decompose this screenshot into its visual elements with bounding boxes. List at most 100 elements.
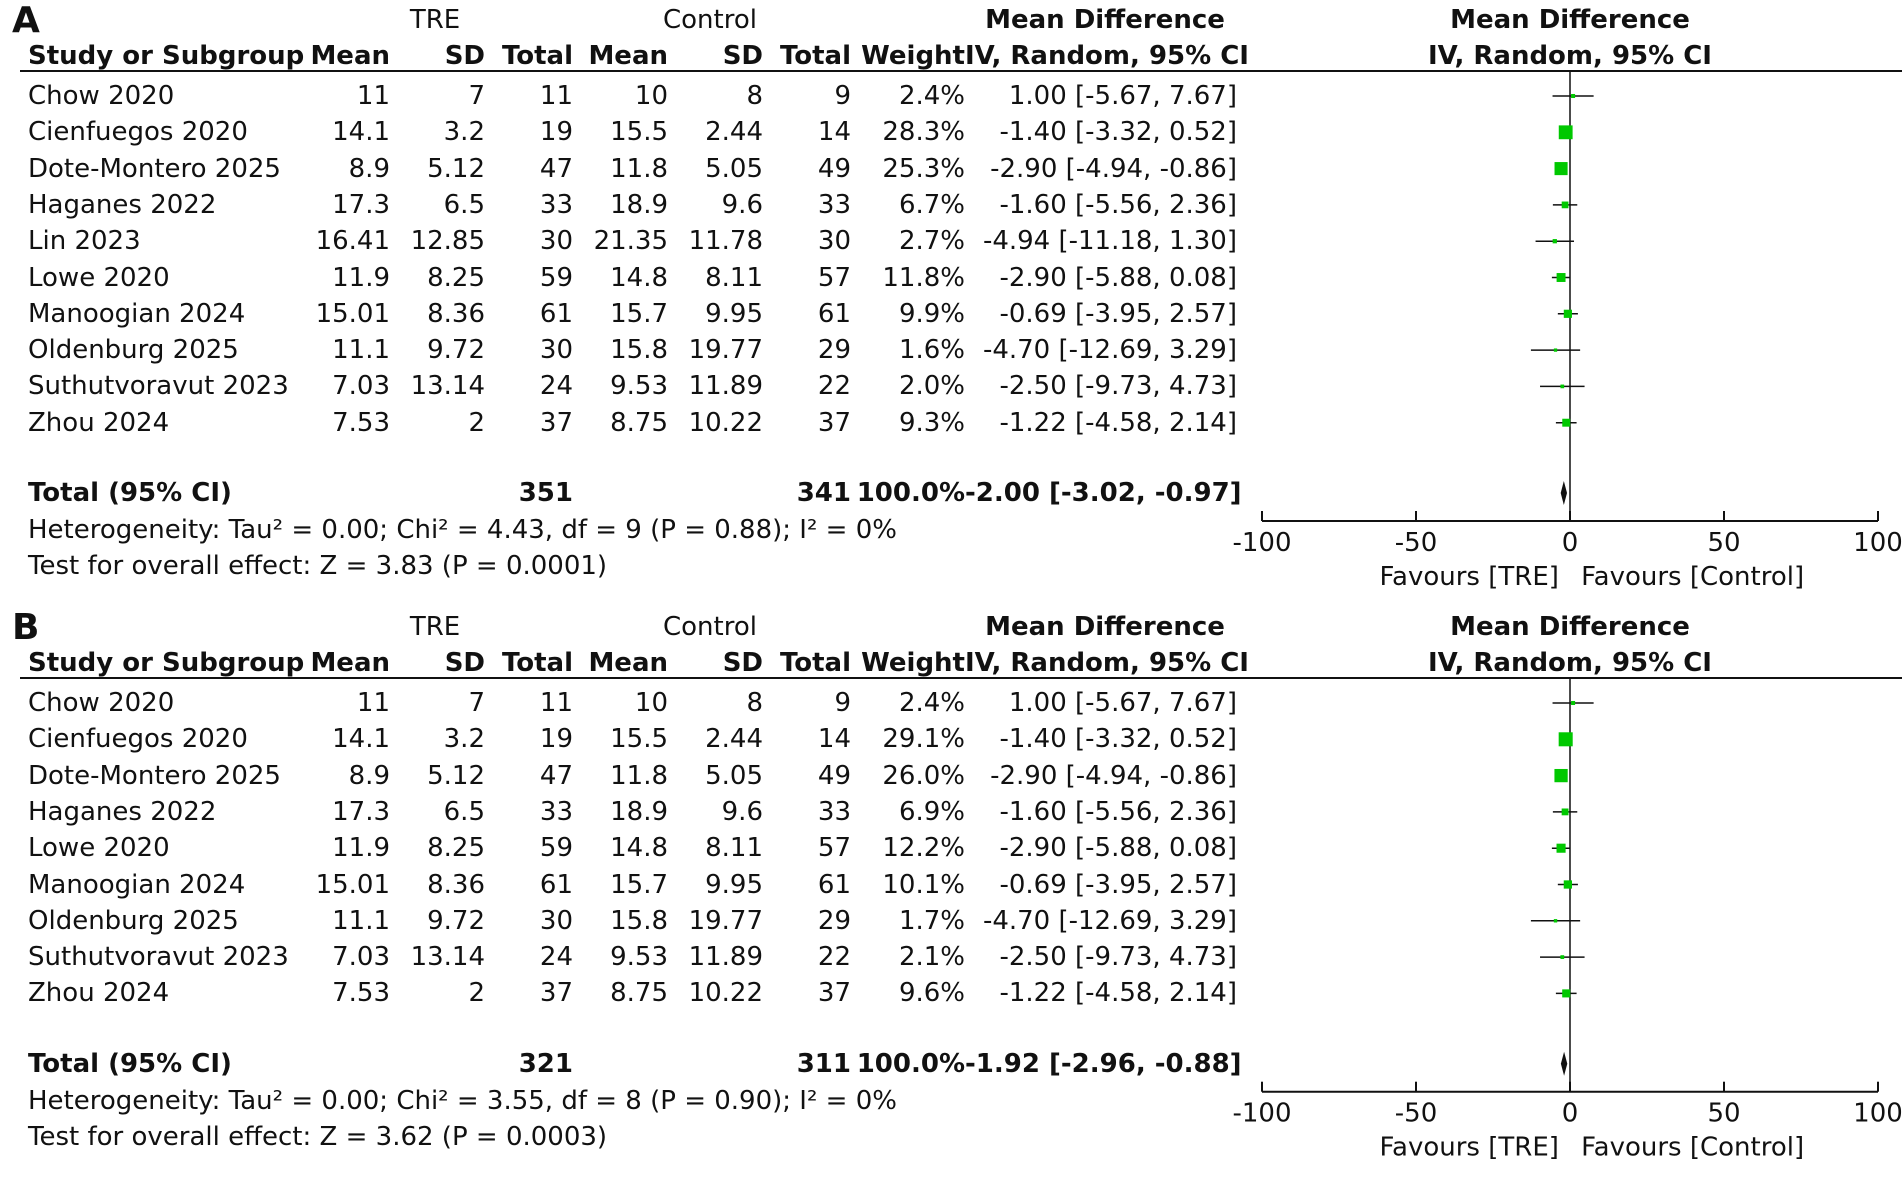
study-name: Lowe 2020 — [28, 833, 170, 864]
cell-weight: 10.1% — [882, 869, 965, 900]
cell-tre-mean: 8.9 — [348, 153, 390, 184]
header-tre-total: Total — [501, 41, 573, 71]
header-tre-sd: SD — [444, 41, 485, 71]
cell-tre-total: 33 — [539, 189, 573, 220]
cell-md-text: -1.22 [-4.58, 2.14] — [999, 978, 1237, 1009]
header-divider — [20, 70, 1902, 72]
cell-tre-total: 19 — [539, 724, 573, 755]
header-tre-mean: Mean — [310, 648, 390, 678]
cell-weight: 9.3% — [898, 407, 965, 438]
cell-ctrl-mean: 15.8 — [610, 335, 668, 366]
cell-weight: 29.1% — [882, 724, 965, 755]
cell-ctrl-sd: 11.89 — [688, 942, 763, 973]
favours-control-label: Favours [Control] — [1581, 1133, 1804, 1163]
cell-ctrl-mean: 9.53 — [610, 371, 668, 402]
panel-label: B — [12, 607, 40, 648]
header-ctrl-sd: SD — [722, 41, 763, 71]
cell-tre-mean: 11 — [356, 688, 390, 718]
cell-weight: 2.7% — [898, 226, 965, 257]
header-ctrl-total: Total — [779, 41, 851, 71]
header-mean-difference: Mean Difference — [985, 612, 1225, 642]
effect-marker — [1560, 955, 1565, 959]
header-group-control: Control — [663, 5, 757, 35]
cell-weight: 2.4% — [898, 81, 965, 111]
header-divider — [20, 677, 1902, 679]
cell-ctrl-total: 22 — [817, 371, 851, 402]
effect-marker — [1558, 125, 1573, 140]
cell-ctrl-mean: 18.9 — [610, 796, 668, 827]
cell-md-text: -2.90 [-5.88, 0.08] — [999, 262, 1237, 293]
study-name: Lowe 2020 — [28, 262, 170, 293]
cell-ctrl-sd: 11.78 — [688, 226, 763, 257]
header-ctrl-mean: Mean — [588, 41, 668, 71]
study-name: Zhou 2024 — [28, 407, 170, 438]
cell-ctrl-mean: 15.8 — [610, 905, 668, 936]
x-tick-label: -50 — [1395, 1099, 1437, 1129]
effect-marker — [1554, 768, 1568, 783]
cell-ctrl-mean: 11.8 — [610, 153, 668, 184]
cell-ctrl-total: 9 — [834, 688, 851, 718]
cell-tre-sd: 3.2 — [443, 724, 485, 755]
cell-md-text: -1.22 [-4.58, 2.14] — [999, 407, 1237, 438]
total-weight: 100.0% — [856, 1048, 965, 1079]
cell-tre-sd: 12.85 — [410, 226, 485, 257]
cell-ctrl-total: 57 — [817, 262, 851, 293]
cell-tre-mean: 17.3 — [332, 189, 390, 220]
cell-ctrl-sd: 8 — [746, 81, 763, 111]
header-mean-difference: Mean Difference — [985, 5, 1225, 35]
effect-marker — [1556, 273, 1566, 282]
header-ctrl-sd: SD — [722, 648, 763, 678]
study-name: Dote-Montero 2025 — [28, 153, 281, 184]
cell-ctrl-sd: 8.11 — [705, 833, 763, 864]
cell-ctrl-sd: 19.77 — [688, 905, 763, 936]
total-weight: 100.0% — [856, 478, 965, 508]
cell-tre-mean: 14.1 — [332, 117, 390, 148]
study-name: Lin 2023 — [28, 226, 141, 257]
x-tick-label: 0 — [1562, 528, 1579, 558]
cell-md-text: -4.70 [-12.69, 3.29] — [982, 335, 1237, 366]
total-md: -2.00 [-3.02, -0.97] — [965, 478, 1242, 508]
cell-ctrl-mean: 8.75 — [610, 407, 668, 438]
cell-tre-mean: 17.3 — [332, 796, 390, 827]
cell-tre-sd: 8.25 — [427, 833, 485, 864]
cell-weight: 6.7% — [898, 189, 965, 220]
header-ctrl-total: Total — [779, 648, 851, 678]
cell-tre-total: 19 — [539, 117, 573, 148]
study-name: Chow 2020 — [28, 688, 175, 718]
favours-tre-label: Favours [TRE] — [1379, 562, 1558, 592]
cell-md-text: -2.90 [-4.94, -0.86] — [990, 760, 1237, 791]
cell-tre-sd: 8.36 — [427, 869, 485, 900]
cell-tre-sd: 3.2 — [443, 117, 485, 148]
cell-ctrl-sd: 5.05 — [705, 760, 763, 791]
header-study: Study or Subgroup — [28, 648, 305, 678]
study-name: Oldenburg 2025 — [28, 335, 239, 366]
cell-tre-sd: 13.14 — [410, 371, 485, 402]
cell-ctrl-total: 14 — [817, 724, 851, 755]
cell-tre-mean: 7.03 — [332, 942, 390, 973]
cell-tre-mean: 11.9 — [332, 262, 390, 293]
cell-md-text: -4.70 [-12.69, 3.29] — [982, 905, 1237, 936]
cell-tre-sd: 2 — [468, 978, 485, 1009]
forest-plot: -100 -50 0 50 100 Favours [TRE] Favours [Contr… — [1232, 679, 1902, 1163]
cell-tre-sd: 6.5 — [443, 796, 485, 827]
cell-tre-mean: 7.53 — [332, 407, 390, 438]
cell-ctrl-total: 29 — [817, 335, 851, 366]
summary-diamond — [1560, 1051, 1568, 1076]
cell-tre-total: 61 — [539, 298, 573, 329]
cell-tre-mean: 7.03 — [332, 371, 390, 402]
effect-marker — [1561, 201, 1569, 209]
header-study: Study or Subgroup — [28, 41, 305, 71]
effect-marker — [1560, 384, 1565, 389]
cell-tre-total: 47 — [539, 153, 573, 184]
header-plot-method: IV, Random, 95% CI — [1428, 41, 1712, 71]
study-name: Zhou 2024 — [28, 978, 170, 1009]
total-control: 341 — [796, 478, 851, 508]
x-tick-label: 50 — [1707, 528, 1740, 558]
cell-tre-mean: 11 — [356, 81, 390, 111]
cell-ctrl-total: 57 — [817, 833, 851, 864]
cell-md-text: -0.69 [-3.95, 2.57] — [999, 298, 1237, 329]
cell-tre-total: 24 — [539, 371, 573, 402]
cell-md-text: -1.60 [-5.56, 2.36] — [999, 189, 1237, 220]
cell-ctrl-sd: 2.44 — [705, 117, 763, 148]
cell-ctrl-total: 37 — [817, 978, 851, 1009]
